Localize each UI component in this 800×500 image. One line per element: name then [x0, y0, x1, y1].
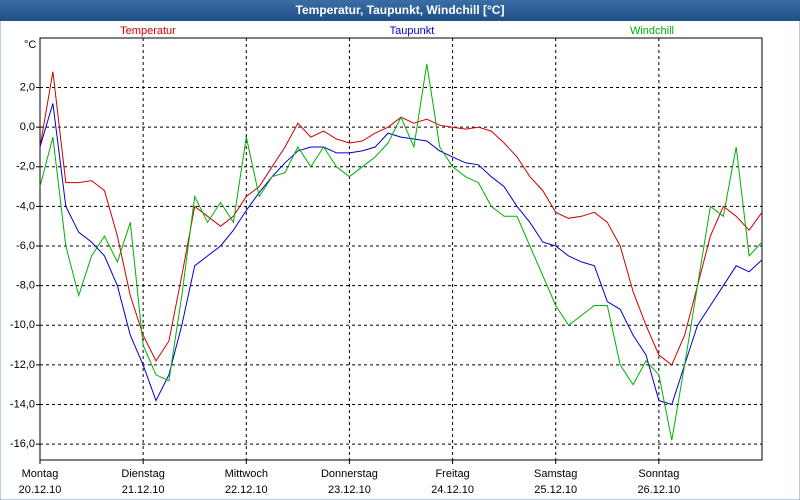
y-tick-label: -2,0: [16, 161, 35, 173]
y-tick-label: -12,0: [10, 359, 35, 371]
plot-border: [39, 37, 763, 461]
x-tick-sublabel: 24.12.10: [431, 484, 474, 496]
y-tick-label: -4,0: [16, 200, 35, 212]
x-tick-label: Mittwoch: [225, 468, 268, 480]
legend-label: Taupunkt: [390, 25, 435, 37]
y-tick-label: 0,0: [20, 121, 35, 133]
x-tick-label: Dienstag: [121, 468, 164, 480]
x-tick-sublabel: 23.12.10: [328, 484, 371, 496]
y-tick-label: -8,0: [16, 280, 35, 292]
x-tick-sublabel: 20.12.10: [19, 484, 62, 496]
series-line: [39, 103, 763, 406]
y-tick-label: -14,0: [10, 398, 35, 410]
x-tick-label: Donnerstag: [321, 468, 378, 480]
x-tick-sublabel: 25.12.10: [534, 484, 577, 496]
y-tick-label: 2,0: [20, 81, 35, 93]
y-tick-label: -6,0: [16, 240, 35, 252]
y-axis-label: °C: [24, 39, 36, 51]
x-tick-label: Samstag: [534, 468, 577, 480]
y-tick-label: -16,0: [10, 438, 35, 450]
chart-title: Temperatur, Taupunkt, Windchill [°C]: [296, 3, 505, 17]
x-tick-sublabel: 21.12.10: [122, 484, 165, 496]
legend-label: Temperatur: [120, 25, 176, 37]
x-tick-sublabel: 26.12.10: [637, 484, 680, 496]
x-tick-label: Freitag: [435, 468, 469, 480]
x-tick-sublabel: 22.12.10: [225, 484, 268, 496]
x-tick-label: Montag: [22, 468, 59, 480]
x-tick-label: Sonntag: [638, 468, 679, 480]
y-tick-label: -10,0: [10, 319, 35, 331]
title-bar: [0, 0, 800, 21]
legend-label: Windchill: [630, 25, 674, 37]
series-line: [39, 63, 763, 441]
